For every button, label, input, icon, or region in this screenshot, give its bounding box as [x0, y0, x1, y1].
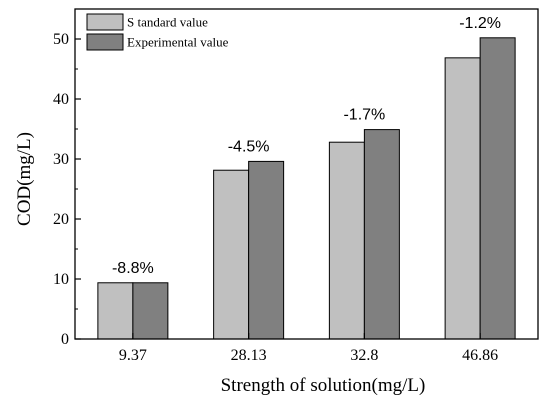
- y-tick-label: 20: [53, 211, 69, 228]
- data-label: -1.2%: [459, 15, 501, 32]
- bar-experimental: [363, 129, 400, 340]
- x-tick-label: 9.37: [119, 347, 147, 364]
- legend-label: Experimental value: [127, 35, 229, 50]
- bar-experimental: [479, 37, 516, 340]
- legend-swatch: [86, 13, 124, 31]
- y-tick-label: 40: [53, 91, 69, 108]
- bar-experimental: [248, 160, 285, 340]
- y-tick-label: 50: [53, 31, 69, 48]
- legend-swatch: [86, 33, 124, 51]
- axes: 0 10 20 30 40 50 9.37 28.13 32.8 46.86: [53, 8, 539, 364]
- bar-standard: [444, 57, 481, 340]
- x-axis-title: Strength of solution(mg/L): [221, 375, 426, 396]
- plot-frame: [74, 8, 539, 340]
- bar-experimental: [132, 282, 169, 340]
- y-axis-title: COD(mg/L): [14, 132, 35, 226]
- x-tick-label: 46.86: [462, 347, 498, 364]
- data-label: -8.8%: [112, 260, 154, 277]
- bar-standard: [97, 282, 134, 340]
- y-tick-label: 0: [61, 331, 69, 348]
- legend-label: S tandard value: [127, 15, 208, 30]
- data-label: -4.5%: [228, 138, 270, 155]
- bar-standard: [213, 169, 250, 340]
- data-label: -1.7%: [343, 107, 385, 124]
- legend: S tandard value Experimental value: [86, 13, 229, 51]
- x-tick-label: 28.13: [231, 347, 267, 364]
- bar-standard: [328, 141, 365, 340]
- bars: [97, 37, 516, 340]
- x-tick-label: 32.8: [350, 347, 378, 364]
- y-tick-label: 30: [53, 151, 69, 168]
- data-labels: -8.8% -4.5% -1.7% -1.2%: [112, 15, 501, 277]
- y-tick-label: 10: [53, 271, 69, 288]
